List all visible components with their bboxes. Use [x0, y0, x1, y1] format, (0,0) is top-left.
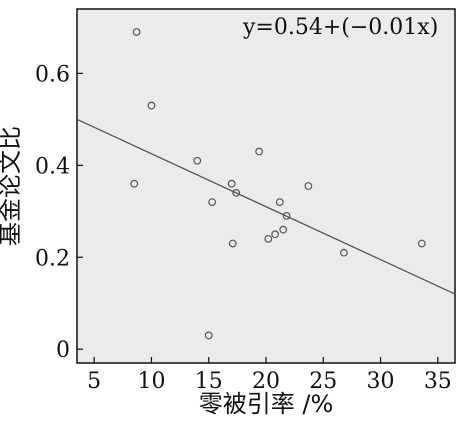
x-ticks: 5 10 15 20 25 30 35: [87, 357, 452, 394]
data-point: [232, 188, 241, 197]
data-point: [227, 179, 236, 188]
regression-line: [76, 118, 456, 295]
data-point: [271, 230, 280, 239]
data-point: [264, 234, 273, 243]
x-tick-label: 25: [309, 369, 337, 394]
x-tick-label: 5: [87, 369, 101, 394]
data-point: [228, 239, 237, 248]
data-point: [279, 225, 288, 234]
data-point: [255, 147, 264, 156]
y-axis-label: 基金论文比: [0, 126, 24, 246]
data-point: [147, 101, 156, 110]
y-tick-label: 0.6: [35, 62, 70, 87]
data-point: [417, 239, 426, 248]
y-tick-label: 0.4: [35, 154, 70, 179]
data-point: [193, 156, 202, 165]
x-tick-label: 35: [424, 369, 452, 394]
data-point: [304, 182, 313, 190]
data-point: [132, 28, 141, 36]
data-point: [130, 179, 139, 188]
x-tick-label: 15: [195, 369, 223, 394]
y-tick-label: 0: [56, 338, 70, 363]
x-tick-label: 30: [367, 369, 395, 394]
data-point: [339, 248, 348, 257]
y-tick-label: 0.2: [35, 246, 70, 271]
x-axis-label: 零被引率 /%: [199, 390, 334, 418]
data-point: [208, 198, 217, 206]
regression-equation: y=0.54+(−0.01x): [242, 15, 438, 40]
fit-line-layer: [76, 118, 456, 295]
x-tick-label: 10: [137, 369, 165, 394]
data-point: [282, 211, 291, 220]
points-layer: [130, 28, 426, 340]
data-point: [204, 331, 213, 340]
plot-area: [76, 8, 456, 364]
data-point: [275, 198, 284, 206]
y-ticks: 0 0.2 0.4 0.6: [35, 62, 83, 363]
x-tick-label: 20: [252, 369, 280, 394]
